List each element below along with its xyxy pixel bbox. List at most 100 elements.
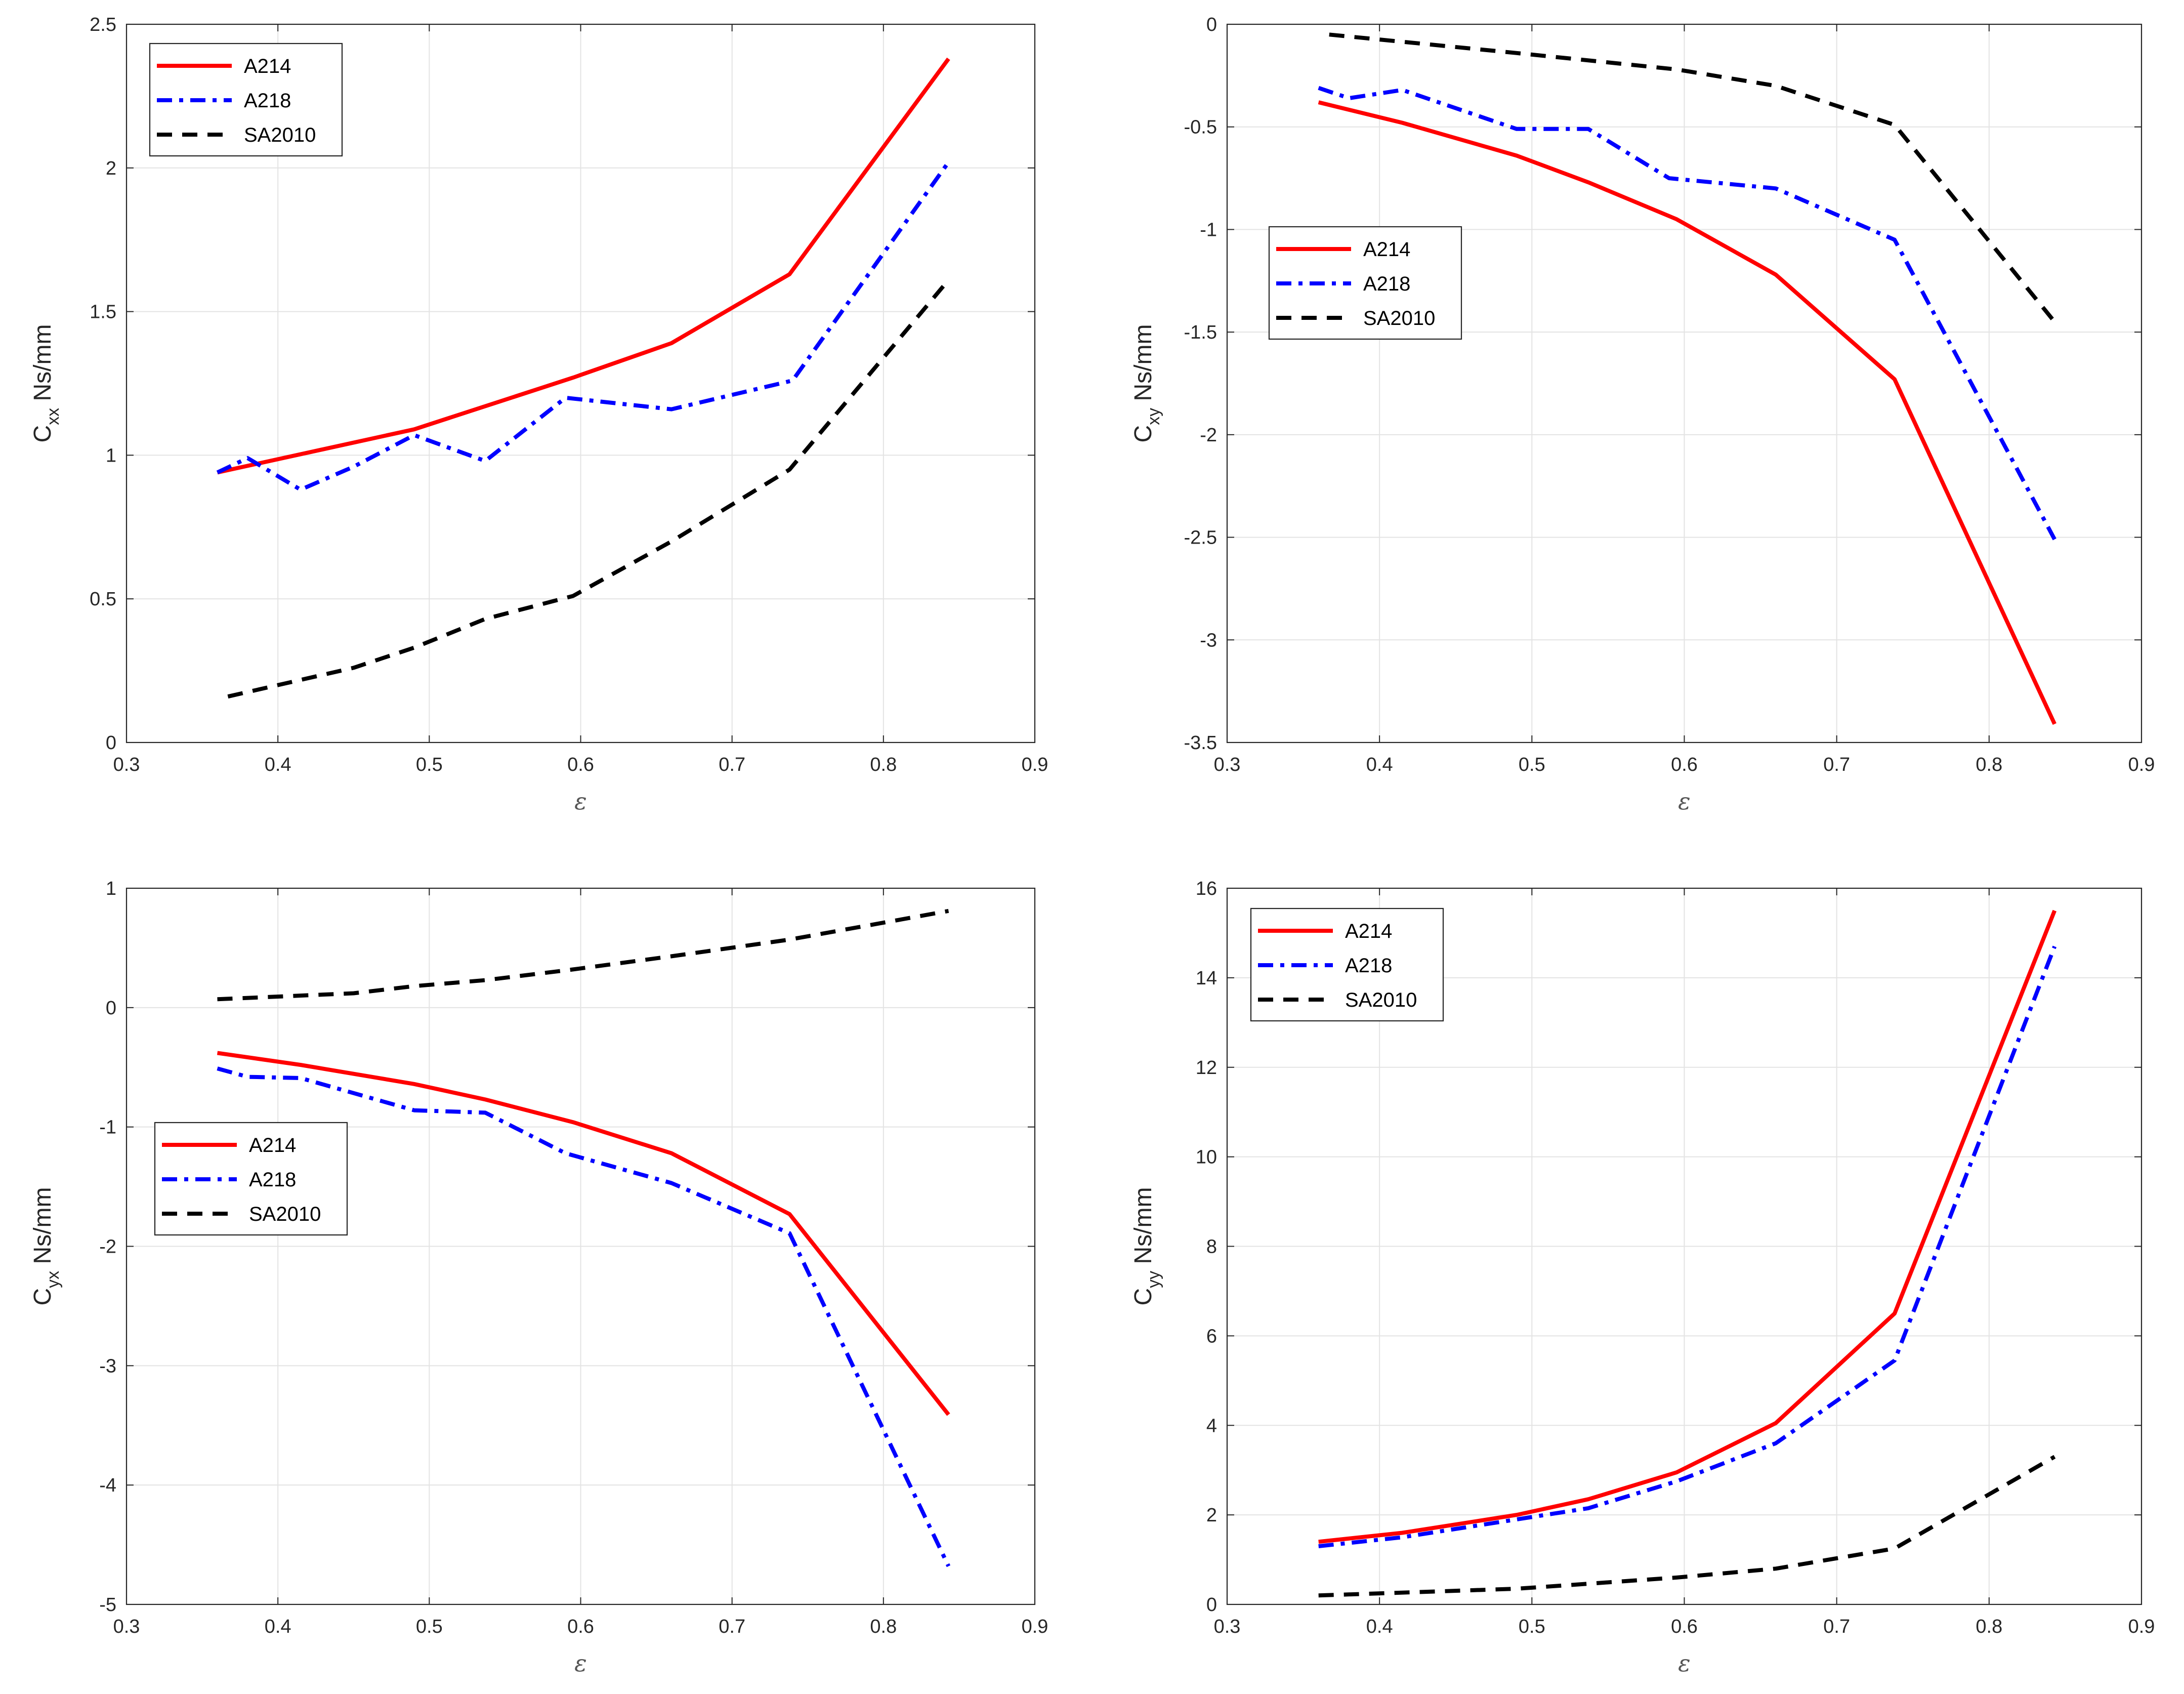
x-axis-label: ε: [574, 1649, 587, 1677]
legend-label-a214: A214: [244, 55, 291, 77]
x-tick-label: 0.5: [416, 1616, 443, 1637]
y-tick-label: 4: [1206, 1415, 1217, 1436]
series-line-a218: [217, 1066, 951, 1567]
x-tick-label: 0.8: [870, 754, 897, 775]
y-tick-label: -1: [99, 1117, 116, 1138]
series-line-a218: [1318, 86, 2056, 541]
y-label-unit: Ns/mm: [29, 324, 56, 408]
y-tick-label: -0.5: [1184, 117, 1217, 138]
x-axis-label: ε: [1678, 1649, 1691, 1677]
x-tick-label: 0.9: [2128, 754, 2155, 775]
chart-cxy: 0.3 0.4 0.5 0.6 0.7 0.8 0.9 -3.5 -3 -2.5 -2 -1.5 -1 -…: [1130, 14, 2155, 815]
y-tick-label: -5: [99, 1594, 116, 1616]
x-tick-label: 0.7: [1823, 1616, 1850, 1637]
x-tick-label: 0.4: [265, 1616, 291, 1637]
y-label-sub: xx: [44, 408, 63, 425]
legend: A214 A218 SA2010: [1268, 226, 1462, 340]
x-tick-label: 0.5: [1519, 1616, 1545, 1637]
legend-label-a218: A218: [249, 1169, 296, 1191]
x-tick-label: 0.7: [1823, 754, 1850, 775]
y-tick-label: 0.5: [90, 589, 116, 610]
y-label-sub: xy: [1144, 408, 1163, 425]
x-tick-label: 0.5: [1519, 754, 1545, 775]
x-tick-label: 0.6: [567, 1616, 594, 1637]
chart-cxx: 0.3 0.4 0.5 0.6 0.7 0.8 0.9 0 0.5 1 1.5 2 2.5 ε Cxx Ns…: [29, 14, 1048, 815]
legend-label-a214: A214: [1363, 238, 1410, 261]
y-tick-label: 12: [1196, 1057, 1217, 1079]
x-tick-label: 0.4: [1366, 754, 1393, 775]
series-line-a214: [217, 1051, 950, 1416]
y-label-main: C: [29, 1288, 56, 1306]
y-tick-label: 2.5: [90, 14, 116, 35]
series-line-a214: [217, 57, 950, 475]
y-label-unit: Ns/mm: [1130, 1187, 1157, 1271]
y-label-unit: Ns/mm: [1130, 324, 1157, 408]
y-tick-label: 0: [1206, 1594, 1217, 1616]
legend: A214 A218 SA2010: [1250, 907, 1444, 1022]
y-tick-label: 1: [106, 445, 116, 466]
y-tick-label: 0: [106, 732, 116, 754]
legend: A214 A218 SA2010: [154, 1122, 348, 1236]
x-tick-label: 0.6: [567, 754, 594, 775]
y-label-main: C: [1130, 425, 1157, 443]
y-tick-label: -1: [1200, 219, 1217, 240]
y-tick-label: 10: [1196, 1147, 1217, 1168]
x-tick-label: 0.9: [1022, 754, 1048, 775]
x-tick-label: 0.4: [1366, 1616, 1393, 1637]
x-tick-label: 0.9: [2128, 1616, 2155, 1637]
series-line-a214: [1318, 910, 2057, 1544]
x-tick-label: 0.7: [719, 1616, 745, 1637]
y-tick-label: 14: [1196, 968, 1217, 989]
x-tick-label: 0.6: [1671, 1616, 1698, 1637]
y-axis-label: Cxx Ns/mm: [29, 324, 63, 443]
y-label-sub: yy: [1144, 1271, 1163, 1288]
y-label-main: C: [1130, 1288, 1157, 1306]
svg-text:Cxy Ns/mm: Cxy Ns/mm: [1130, 324, 1163, 443]
svg-text:Cxx Ns/mm: Cxx Ns/mm: [29, 324, 63, 443]
y-label-sub: yx: [44, 1271, 63, 1288]
series-line-a218: [216, 161, 950, 492]
legend-label-a214: A214: [249, 1134, 296, 1156]
x-tick-label: 0.8: [870, 1616, 897, 1637]
y-tick-label: 8: [1206, 1236, 1217, 1258]
svg-text:Cyy Ns/mm: Cyy Ns/mm: [1130, 1187, 1163, 1306]
x-tick-label: 0.8: [1976, 1616, 2002, 1637]
y-tick-label: 16: [1196, 878, 1217, 899]
x-tick-label: 0.3: [1214, 754, 1241, 775]
y-tick-label: -2: [99, 1236, 116, 1258]
y-axis-label: Cyx Ns/mm: [29, 1187, 63, 1306]
series-line-sa2010: [227, 278, 950, 699]
legend-label-sa2010: SA2010: [1345, 989, 1417, 1011]
series-line-sa2010: [1329, 32, 2056, 323]
y-tick-label: -2: [1200, 425, 1217, 446]
series-line-a214: [1318, 100, 2056, 725]
x-tick-label: 0.6: [1671, 754, 1698, 775]
legend-label-sa2010: SA2010: [249, 1203, 321, 1225]
y-tick-label: 0: [1206, 14, 1217, 35]
y-tick-label: 0: [106, 998, 116, 1019]
y-tick-label: 2: [1206, 1505, 1217, 1526]
series-line-a218: [1318, 945, 2057, 1548]
y-tick-label: 6: [1206, 1326, 1217, 1347]
x-axis-label: ε: [1678, 788, 1691, 815]
y-tick-label: 2: [106, 158, 116, 179]
y-label-main: C: [29, 425, 56, 443]
x-tick-label: 0.4: [265, 754, 291, 775]
legend-label-sa2010: SA2010: [1363, 307, 1435, 329]
y-tick-label: 1.5: [90, 302, 116, 323]
series-line-sa2010: [1318, 1455, 2056, 1598]
chart-cyx: 0.3 0.4 0.5 0.6 0.7 0.8 0.9 -5 -4 -3 -2 -1 0 1 ε Cyx Ns…: [29, 878, 1048, 1677]
legend-label-a218: A218: [1363, 273, 1410, 295]
y-tick-label: -4: [99, 1475, 116, 1496]
x-tick-label: 0.3: [113, 1616, 140, 1637]
x-tick-label: 0.5: [416, 754, 443, 775]
x-axis-label: ε: [574, 788, 587, 815]
y-label-unit: Ns/mm: [29, 1187, 56, 1271]
svg-text:Cyx Ns/mm: Cyx Ns/mm: [29, 1187, 63, 1306]
y-tick-label: -3: [99, 1355, 116, 1377]
y-axis-label: Cyy Ns/mm: [1130, 1187, 1163, 1306]
x-tick-label: 0.8: [1976, 754, 2002, 775]
x-tick-label: 0.3: [1214, 1616, 1241, 1637]
x-tick-label: 0.9: [1022, 1616, 1048, 1637]
